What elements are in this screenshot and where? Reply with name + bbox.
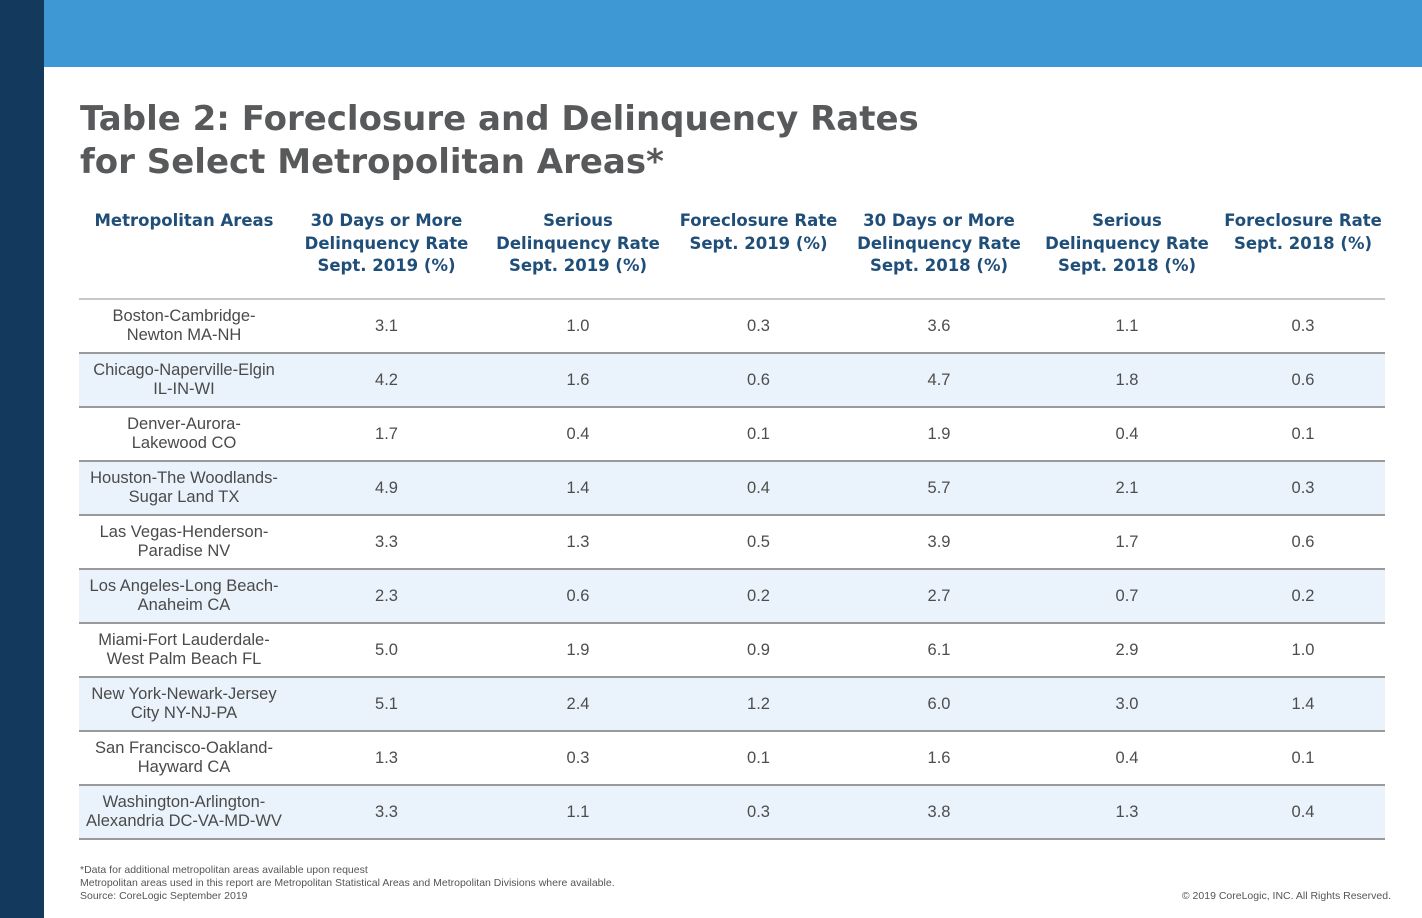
table-row: Washington-Arlington- Alexandria DC-VA-M… <box>79 785 1385 840</box>
column-header: Foreclosure Rate Sept. 2018 (%) <box>1221 210 1385 300</box>
footnote-line: *Data for additional metropolitan areas … <box>80 864 368 876</box>
rate-cell: 1.1 <box>1033 299 1221 354</box>
rate-cell: 0.4 <box>484 407 672 462</box>
rate-cell: 1.7 <box>289 407 484 462</box>
rate-cell: 0.1 <box>672 731 845 786</box>
table-row: Houston-The Woodlands- Sugar Land TX 4.9 1… <box>79 461 1385 516</box>
rate-cell: 5.1 <box>289 677 484 732</box>
rate-cell: 4.9 <box>289 461 484 516</box>
rate-cell: 4.2 <box>289 353 484 408</box>
footnote-line: Metropolitan areas used in this report a… <box>80 877 615 889</box>
table-row: Los Angeles-Long Beach- Anaheim CA 2.3 0.6… <box>79 569 1385 624</box>
table-row: Chicago-Naperville-Elgin IL-IN-WI 4.2 1.6 0… <box>79 353 1385 408</box>
rate-cell: 1.9 <box>845 407 1033 462</box>
rate-cell: 4.7 <box>845 353 1033 408</box>
rate-cell: 1.3 <box>289 731 484 786</box>
rate-cell: 0.1 <box>1221 731 1385 786</box>
rate-cell: 0.3 <box>672 785 845 840</box>
top-header-band <box>44 0 1422 67</box>
rate-cell: 0.3 <box>672 299 845 354</box>
rate-cell: 1.3 <box>1033 785 1221 840</box>
rate-cell: 1.3 <box>484 515 672 570</box>
rate-cell: 1.6 <box>484 353 672 408</box>
rate-cell: 1.4 <box>484 461 672 516</box>
metro-area-cell: Denver-Aurora- Lakewood CO <box>79 407 289 462</box>
rate-cell: 0.5 <box>672 515 845 570</box>
rate-cell: 3.3 <box>289 515 484 570</box>
rate-cell: 1.0 <box>484 299 672 354</box>
rate-cell: 1.1 <box>484 785 672 840</box>
rate-cell: 2.9 <box>1033 623 1221 678</box>
metro-area-cell: Boston-Cambridge- Newton MA-NH <box>79 299 289 354</box>
rate-cell: 0.4 <box>672 461 845 516</box>
column-header: Serious Delinquency Rate Sept. 2018 (%) <box>1033 210 1221 300</box>
rate-cell: 0.3 <box>1221 461 1385 516</box>
table-row: New York-Newark-Jersey City NY-NJ-PA 5.1 2… <box>79 677 1385 732</box>
rate-cell: 0.4 <box>1221 785 1385 840</box>
rate-cell: 1.0 <box>1221 623 1385 678</box>
rate-cell: 3.8 <box>845 785 1033 840</box>
metro-area-cell: New York-Newark-Jersey City NY-NJ-PA <box>79 677 289 732</box>
column-header: 30 Days or More Delinquency Rate Sept. 2… <box>845 210 1033 300</box>
table-header-row: Metropolitan Areas 30 Days or More Delin… <box>79 210 1385 300</box>
rate-cell: 1.7 <box>1033 515 1221 570</box>
rate-cell: 2.1 <box>1033 461 1221 516</box>
metro-area-cell: San Francisco-Oakland- Hayward CA <box>79 731 289 786</box>
rate-cell: 5.7 <box>845 461 1033 516</box>
metro-area-cell: Chicago-Naperville-Elgin IL-IN-WI <box>79 353 289 408</box>
column-header: 30 Days or More Delinquency Rate Sept. 2… <box>289 210 484 300</box>
rate-cell: 0.6 <box>484 569 672 624</box>
metro-area-cell: Washington-Arlington- Alexandria DC-VA-M… <box>79 785 289 840</box>
side-accent-bar <box>0 0 44 918</box>
metro-area-cell: Los Angeles-Long Beach- Anaheim CA <box>79 569 289 624</box>
rate-cell: 1.4 <box>1221 677 1385 732</box>
rate-cell: 0.7 <box>1033 569 1221 624</box>
copyright-notice: © 2019 CoreLogic, INC. All Rights Reserv… <box>1181 890 1391 902</box>
rate-cell: 0.2 <box>672 569 845 624</box>
rate-cell: 3.1 <box>289 299 484 354</box>
table-row: San Francisco-Oakland- Hayward CA 1.3 0.3 0… <box>79 731 1385 786</box>
rate-cell: 1.8 <box>1033 353 1221 408</box>
rate-cell: 3.9 <box>845 515 1033 570</box>
table-row: Las Vegas-Henderson- Paradise NV 3.3 1.3 0.… <box>79 515 1385 570</box>
rate-cell: 0.3 <box>1221 299 1385 354</box>
rates-table-container: Metropolitan Areas 30 Days or More Delin… <box>79 210 1385 840</box>
rate-cell: 0.9 <box>672 623 845 678</box>
rate-cell: 0.1 <box>672 407 845 462</box>
column-header: Metropolitan Areas <box>79 210 289 300</box>
rate-cell: 3.6 <box>845 299 1033 354</box>
rate-cell: 6.0 <box>845 677 1033 732</box>
rates-table: Metropolitan Areas 30 Days or More Delin… <box>79 210 1385 840</box>
rate-cell: 0.6 <box>1221 515 1385 570</box>
column-header: Foreclosure Rate Sept. 2019 (%) <box>672 210 845 300</box>
rate-cell: 0.3 <box>484 731 672 786</box>
table-row: Boston-Cambridge- Newton MA-NH 3.1 1.0 0.3 3… <box>79 299 1385 354</box>
rate-cell: 3.0 <box>1033 677 1221 732</box>
rate-cell: 6.1 <box>845 623 1033 678</box>
page-title: Table 2: Foreclosure and Delinquency Rat… <box>80 99 919 182</box>
rate-cell: 0.4 <box>1033 731 1221 786</box>
metro-area-cell: Houston-The Woodlands- Sugar Land TX <box>79 461 289 516</box>
rate-cell: 0.6 <box>1221 353 1385 408</box>
table-row: Denver-Aurora- Lakewood CO 1.7 0.4 0.1 1.9 0.… <box>79 407 1385 462</box>
rate-cell: 0.2 <box>1221 569 1385 624</box>
rate-cell: 1.2 <box>672 677 845 732</box>
metro-area-cell: Las Vegas-Henderson- Paradise NV <box>79 515 289 570</box>
table-body: Boston-Cambridge- Newton MA-NH 3.1 1.0 0.3 3… <box>79 299 1385 840</box>
rate-cell: 1.9 <box>484 623 672 678</box>
column-header: Serious Delinquency Rate Sept. 2019 (%) <box>484 210 672 300</box>
rate-cell: 0.1 <box>1221 407 1385 462</box>
rate-cell: 0.4 <box>1033 407 1221 462</box>
rate-cell: 2.3 <box>289 569 484 624</box>
rate-cell: 0.6 <box>672 353 845 408</box>
table-row: Miami-Fort Lauderdale- West Palm Beach F… <box>79 623 1385 678</box>
rate-cell: 2.4 <box>484 677 672 732</box>
rate-cell: 2.7 <box>845 569 1033 624</box>
footnotes: *Data for additional metropolitan areas … <box>80 864 615 903</box>
metro-area-cell: Miami-Fort Lauderdale- West Palm Beach F… <box>79 623 289 678</box>
rate-cell: 3.3 <box>289 785 484 840</box>
rate-cell: 1.6 <box>845 731 1033 786</box>
footnote-line: Source: CoreLogic September 2019 <box>80 890 248 902</box>
rate-cell: 5.0 <box>289 623 484 678</box>
